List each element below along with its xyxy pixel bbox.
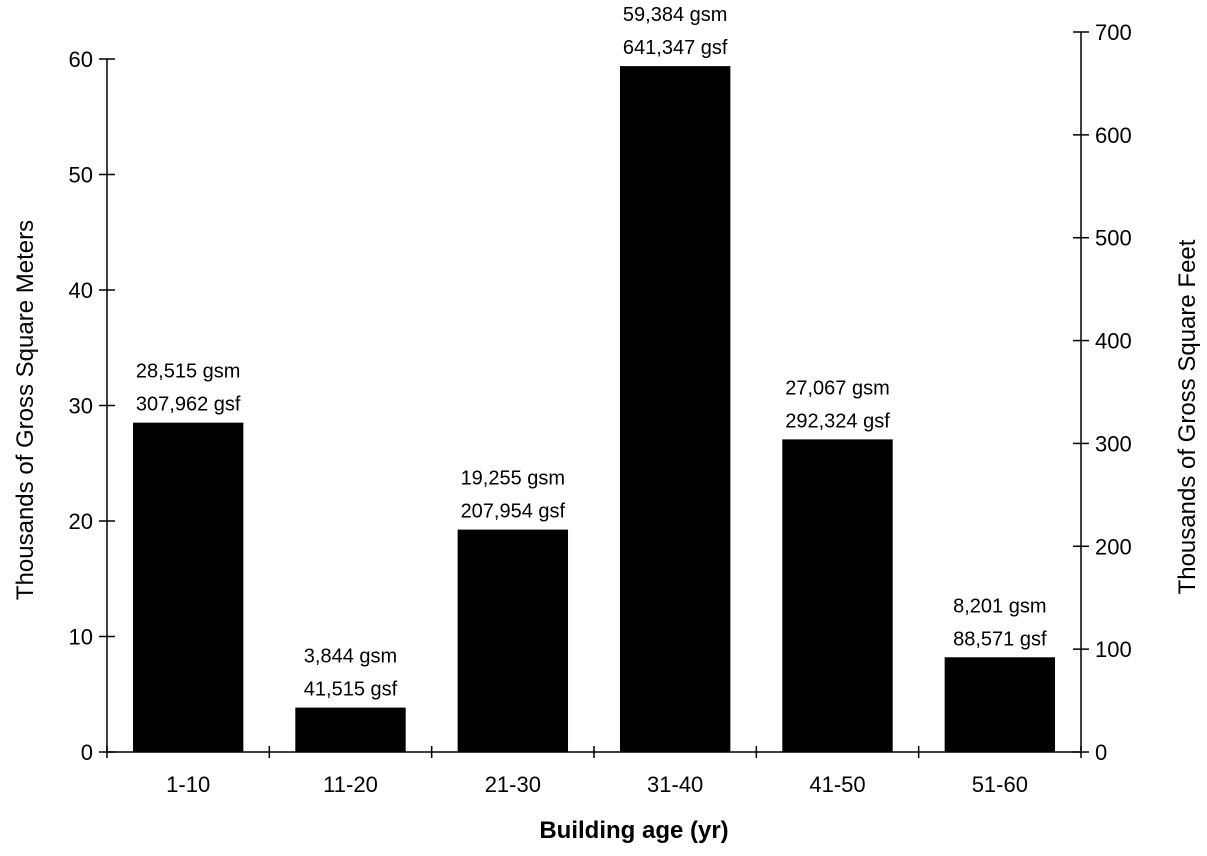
y-left-tick-label: 40: [69, 278, 93, 303]
bar: [782, 439, 893, 752]
data-label-gsm: 28,515 gsm: [136, 361, 241, 383]
y-right-tick-label: 600: [1095, 123, 1132, 148]
y-left-tick-label: 20: [69, 509, 93, 534]
x-tick-label: 51-60: [972, 772, 1028, 797]
x-tick-label: 1-10: [166, 772, 210, 797]
x-tick-label: 31-40: [647, 772, 703, 797]
y-left-tick-label: 10: [69, 625, 93, 650]
data-label-gsm: 8,201 gsm: [953, 595, 1046, 617]
x-tick-label: 11-20: [323, 772, 378, 797]
x-tick-label: 21-30: [485, 772, 541, 797]
data-label-gsf: 207,954 gsf: [461, 501, 566, 523]
y-axis-title-right: Thousands of Gross Square Feet: [1174, 239, 1201, 594]
data-label-gsf: 641,347 gsf: [623, 37, 728, 59]
y-left-tick-label: 60: [69, 47, 93, 72]
data-label-gsf: 41,515 gsf: [304, 679, 398, 701]
data-label-gsm: 27,067 gsm: [785, 377, 890, 399]
y-right-tick-label: 400: [1095, 329, 1132, 354]
bar: [944, 657, 1056, 752]
x-axis-title: Building age (yr): [539, 817, 728, 844]
y-left-tick-label: 0: [81, 740, 93, 765]
y-right-tick-label: 300: [1095, 431, 1132, 456]
bar: [457, 529, 569, 752]
y-right-tick-label: 100: [1095, 637, 1132, 662]
data-label-gsf: 88,571 gsf: [953, 628, 1047, 650]
data-label-gsm: 3,844 gsm: [304, 646, 397, 668]
y-axis-title-left: Thousands of Gross Square Meters: [12, 220, 39, 600]
data-label-gsf: 307,962 gsf: [136, 394, 241, 416]
bar: [295, 707, 406, 752]
bar: [132, 422, 244, 752]
data-label-gsm: 19,255 gsm: [461, 468, 566, 490]
data-label-gsm: 59,384 gsm: [623, 4, 728, 26]
y-right-tick-label: 0: [1095, 740, 1107, 765]
y-left-tick-label: 50: [69, 163, 93, 188]
y-right-tick-label: 200: [1095, 534, 1132, 559]
y-right-tick-label: 700: [1095, 20, 1132, 45]
y-left-tick-label: 30: [69, 394, 93, 419]
bar: [619, 66, 731, 752]
plot-area: 010203040506001002003004005006007001-102…: [69, 4, 1132, 797]
data-label-gsf: 292,324 gsf: [785, 410, 890, 432]
x-tick-label: 41-50: [809, 772, 865, 797]
y-right-tick-label: 500: [1095, 226, 1132, 251]
